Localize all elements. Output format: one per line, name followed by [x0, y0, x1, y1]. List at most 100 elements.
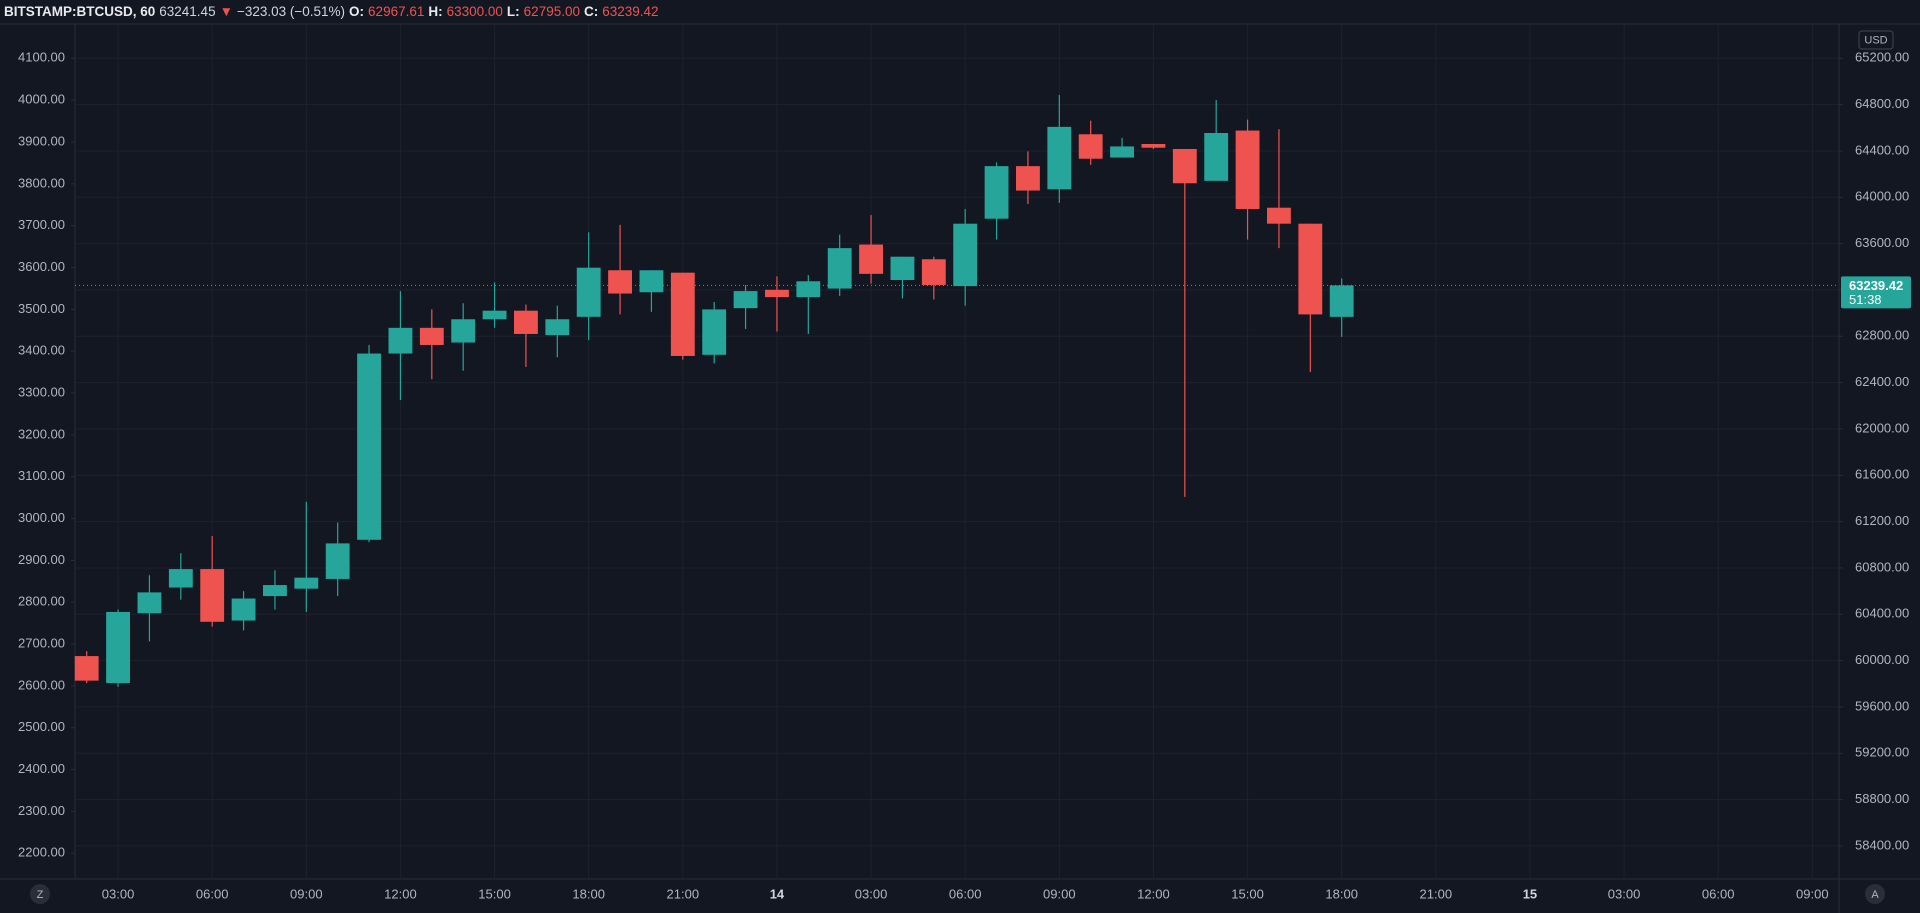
left-button-label: Z [37, 889, 44, 901]
price: 63241.45 [159, 3, 216, 19]
x-tick-label: 03:00 [855, 886, 888, 901]
candle-body [106, 611, 130, 684]
y2-tick-label: 3500.00 [18, 301, 65, 316]
x-tick-label: 09:00 [1043, 886, 1076, 901]
last-price-tag [1841, 276, 1911, 309]
x-tick-label: 06:00 [196, 886, 229, 901]
candle-body [1141, 144, 1166, 148]
currency-box[interactable] [1858, 30, 1894, 50]
y-tick-label: 62400.00 [1855, 374, 1909, 389]
candle-body [482, 310, 507, 320]
y-tick-label: 65200.00 [1855, 50, 1909, 65]
y2-tick-label: 2600.00 [18, 677, 65, 692]
x-tick-label: 06:00 [949, 886, 982, 901]
x-tick-label: 03:00 [1608, 886, 1641, 901]
x-tick-label: 15 [1523, 886, 1537, 901]
x-tick-label: 03:00 [102, 886, 135, 901]
l-value: 62795.00 [523, 3, 580, 19]
y2-tick-label: 4000.00 [18, 92, 65, 107]
candle-body [137, 592, 162, 614]
y2-tick-label: 2800.00 [18, 594, 65, 609]
y-tick-label: 62000.00 [1855, 420, 1909, 435]
candle-body [514, 310, 538, 334]
candle-body [545, 319, 570, 336]
y2-tick-label: 3400.00 [18, 343, 65, 358]
countdown: 51:38 [1849, 292, 1882, 307]
right-button[interactable] [1865, 884, 1885, 904]
symbol: BITSTAMP:BTCUSD, 60 [4, 3, 156, 19]
candle-body [231, 598, 256, 621]
x-tick-label: 18:00 [572, 886, 605, 901]
candle-body [921, 259, 946, 285]
change-arrow: ▼ [219, 3, 233, 19]
y2-tick-label: 2400.00 [18, 761, 65, 776]
candle-body [1172, 148, 1197, 184]
y2-tick-label: 3800.00 [18, 175, 65, 190]
y-tick-label: 64000.00 [1855, 189, 1909, 204]
y-tick-label: 60000.00 [1855, 652, 1909, 667]
y2-tick-label: 4100.00 [18, 50, 65, 65]
x-tick-label: 09:00 [290, 886, 323, 901]
candle-body [1298, 223, 1323, 315]
right-button-label: A [1871, 889, 1879, 901]
candle-body [1016, 166, 1040, 191]
candle-body [953, 223, 978, 287]
candle-body [388, 327, 413, 354]
x-tick-label: 18:00 [1325, 886, 1358, 901]
x-tick-label: 12:00 [1137, 886, 1170, 901]
y-tick-label: 61200.00 [1855, 513, 1909, 528]
y2-tick-label: 2300.00 [18, 803, 65, 818]
x-tick-label: 21:00 [667, 886, 700, 901]
candle-body [1235, 130, 1260, 209]
y2-tick-label: 2200.00 [18, 845, 65, 860]
x-tick-label: 21:00 [1420, 886, 1453, 901]
candle-body [263, 585, 287, 597]
candle-body [796, 281, 821, 298]
candle-body [702, 309, 727, 355]
candle-body [639, 270, 664, 293]
y-tick-label: 61600.00 [1855, 467, 1909, 482]
candle-body [859, 244, 883, 274]
candle-body [890, 256, 915, 280]
candle-body [325, 543, 350, 579]
candle-body [827, 248, 852, 289]
grid [75, 24, 1839, 879]
x-tick-label: 06:00 [1702, 886, 1735, 901]
y2-tick-label: 3300.00 [18, 384, 65, 399]
left-button[interactable] [30, 884, 50, 904]
candle-body [419, 327, 444, 345]
y2-tick-label: 3100.00 [18, 468, 65, 483]
y-tick-label: 58800.00 [1855, 791, 1909, 806]
c-value: 63239.42 [602, 3, 659, 19]
candle-body [1204, 132, 1229, 181]
candle-body [1267, 207, 1291, 224]
x-tick-label: 09:00 [1796, 886, 1829, 901]
candle-body [168, 569, 193, 588]
candle-body [357, 353, 381, 540]
last-price-label: 63239.42 [1849, 278, 1903, 293]
x-tick-label: 15:00 [1231, 886, 1264, 901]
candle-body [576, 267, 601, 317]
y-tick-label: 59600.00 [1855, 698, 1909, 713]
y2-tick-label: 3600.00 [18, 259, 65, 274]
candle-body [1078, 134, 1103, 159]
candle-body [1329, 285, 1354, 317]
o-value: 62967.61 [368, 3, 425, 19]
y-tick-label: 62800.00 [1855, 328, 1909, 343]
candle-body [451, 319, 476, 343]
candle-body [200, 569, 225, 622]
header: BITSTAMP:BTCUSD, 60 63241.45 ▼ −323.03 (… [4, 0, 659, 22]
currency: USD [1864, 34, 1887, 46]
y2-tick-label: 3200.00 [18, 426, 65, 441]
candle-body [294, 577, 319, 589]
y2-tick-label: 3900.00 [18, 133, 65, 148]
y-tick-label: 58400.00 [1855, 837, 1909, 852]
y-tick-label: 60800.00 [1855, 559, 1909, 574]
x-tick-label: 12:00 [384, 886, 417, 901]
y2-tick-label: 3700.00 [18, 217, 65, 232]
l-label: L: [506, 3, 520, 19]
y-tick-label: 64400.00 [1855, 142, 1909, 157]
y-tick-label: 64800.00 [1855, 96, 1909, 111]
